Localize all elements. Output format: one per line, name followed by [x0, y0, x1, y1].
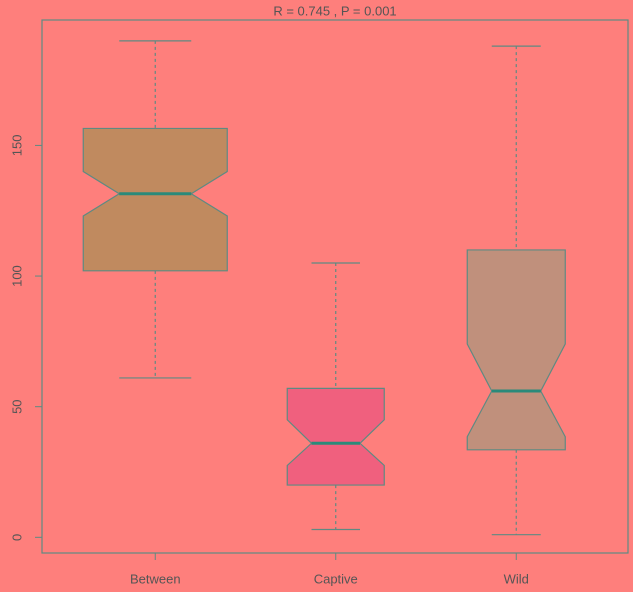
y-tick-label: 150 [9, 135, 24, 157]
box [82, 127, 228, 272]
x-tick-label: Wild [504, 571, 529, 586]
box [286, 387, 385, 486]
chart-title: R = 0.745 , P = 0.001 [273, 3, 396, 18]
x-tick-label: Between [130, 571, 181, 586]
y-tick-label: 50 [9, 399, 24, 413]
y-tick-label: 100 [9, 265, 24, 287]
plot-frame [41, 19, 629, 554]
box [466, 249, 566, 451]
y-tick-label: 0 [9, 534, 24, 541]
x-tick-label: Captive [314, 571, 358, 586]
